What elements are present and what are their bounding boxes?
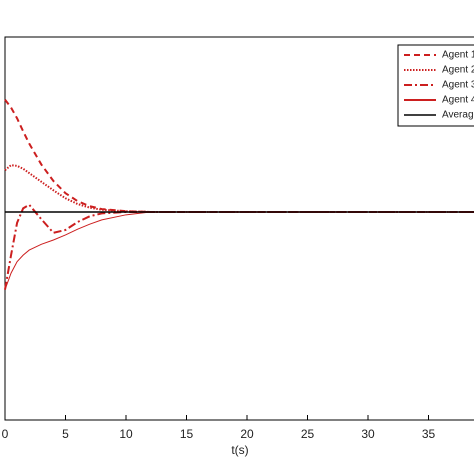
legend-label: Agent 3 <box>442 80 474 91</box>
x-tick-label: 20 <box>240 427 254 441</box>
x-tick-label: 5 <box>62 427 69 441</box>
x-tick-label: 30 <box>361 427 375 441</box>
x-axis-label: t(s) <box>231 443 248 457</box>
legend-label: Agent 1 <box>442 50 474 61</box>
x-tick-label: 25 <box>301 427 315 441</box>
x-tick-label: 10 <box>119 427 133 441</box>
legend-label: Average <box>442 110 474 121</box>
legend-label: Agent 4 <box>442 95 474 106</box>
x-tick-label: 0 <box>2 427 9 441</box>
legend-label: Agent 2 <box>442 65 474 76</box>
x-tick-label: 15 <box>180 427 194 441</box>
x-tick-label: 35 <box>422 427 436 441</box>
plot-area <box>4 36 474 421</box>
